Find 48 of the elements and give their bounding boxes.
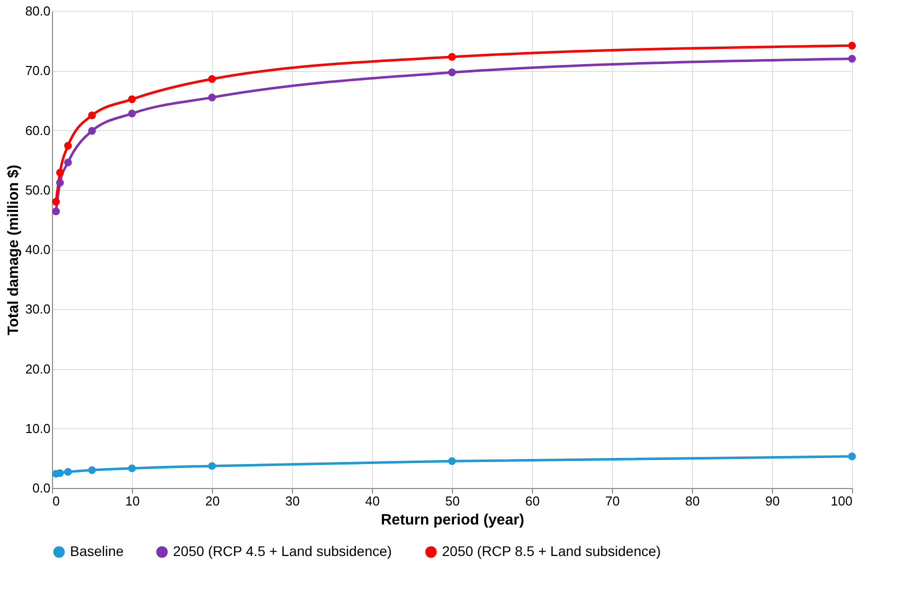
point bbox=[88, 126, 96, 135]
point bbox=[208, 462, 216, 470]
point bbox=[56, 178, 64, 187]
y-axis-title: Total damage (million $) bbox=[5, 164, 22, 336]
point bbox=[848, 42, 856, 50]
x-tick-label: 10 bbox=[125, 494, 140, 508]
y-tick-label: 40.0 bbox=[25, 242, 50, 257]
point bbox=[52, 198, 60, 206]
x-tick-label: 70 bbox=[605, 494, 620, 508]
point bbox=[64, 468, 72, 476]
x-axis-title: Return period (year) bbox=[380, 512, 524, 528]
y-tick-label: 50.0 bbox=[25, 182, 50, 198]
x-tick-label: 90 bbox=[765, 494, 780, 508]
x-tick-label: 60 bbox=[525, 494, 540, 508]
x-tick-label: 30 bbox=[285, 494, 300, 508]
y-tick-label: 30.0 bbox=[25, 302, 50, 317]
point bbox=[64, 142, 72, 150]
legend-label: Baseline bbox=[70, 543, 124, 559]
y-tick-label: 80.0 bbox=[25, 4, 50, 18]
point bbox=[208, 75, 216, 83]
point bbox=[128, 95, 136, 104]
y-tick-label: 60.0 bbox=[25, 122, 50, 138]
y-tick-label: 10.0 bbox=[25, 420, 50, 436]
x-tick-label: 80 bbox=[685, 494, 700, 508]
point bbox=[56, 469, 64, 477]
point bbox=[848, 452, 856, 460]
y-tick-label: 20.0 bbox=[25, 361, 50, 376]
x-tick-label: 20 bbox=[205, 494, 220, 508]
y-tick-label: 70.0 bbox=[25, 63, 50, 78]
y-tick-label: 0.0 bbox=[32, 480, 50, 496]
x-tick-label: 100 bbox=[830, 494, 852, 508]
point bbox=[64, 158, 72, 166]
point bbox=[448, 457, 456, 466]
x-tick-label: 50 bbox=[445, 494, 460, 508]
legend-label: 2050 (RCP 4.5 + Land subsidence) bbox=[173, 543, 392, 559]
x-tick-label: 40 bbox=[365, 494, 380, 508]
point bbox=[56, 168, 64, 176]
point bbox=[88, 466, 96, 474]
point bbox=[208, 94, 216, 102]
point bbox=[448, 68, 456, 76]
point bbox=[88, 111, 96, 120]
point bbox=[128, 110, 136, 118]
point bbox=[128, 464, 136, 472]
legend-label: 2050 (RCP 8.5 + Land subsidence) bbox=[442, 543, 661, 559]
point bbox=[52, 207, 60, 216]
point bbox=[848, 54, 856, 63]
point bbox=[448, 53, 456, 61]
x-tick-label: 0 bbox=[52, 494, 60, 508]
